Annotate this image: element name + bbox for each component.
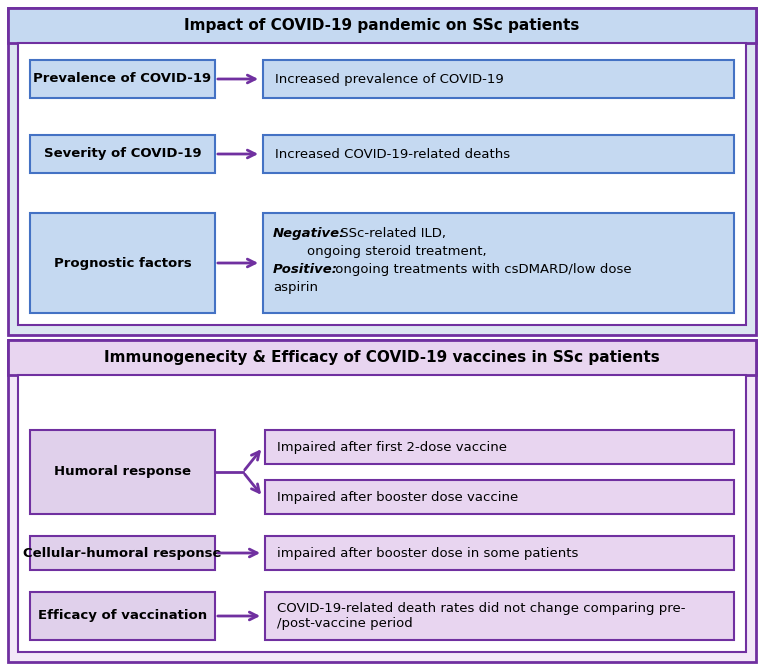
Text: ongoing treatments with csDMARD/low dose: ongoing treatments with csDMARD/low dose [331, 263, 632, 276]
Bar [263, 60, 734, 98]
Bar [30, 430, 215, 514]
Bar [263, 213, 734, 313]
Text: Negative:: Negative: [273, 227, 345, 240]
Bar [265, 430, 734, 464]
Bar [8, 340, 756, 662]
Text: Efficacy of vaccination: Efficacy of vaccination [38, 610, 207, 622]
Bar [265, 480, 734, 514]
Bar [30, 592, 215, 640]
Bar [8, 340, 756, 375]
Text: Immunogenecity & Efficacy of COVID-19 vaccines in SSc patients: Immunogenecity & Efficacy of COVID-19 va… [104, 350, 660, 365]
Text: Positive:: Positive: [273, 263, 338, 276]
Text: Cellular-humoral response: Cellular-humoral response [23, 547, 222, 559]
Text: Increased COVID-19-related deaths: Increased COVID-19-related deaths [275, 147, 510, 161]
Text: ongoing steroid treatment,: ongoing steroid treatment, [273, 245, 487, 258]
Text: Impaired after first 2-dose vaccine: Impaired after first 2-dose vaccine [277, 440, 507, 454]
Bar [30, 213, 215, 313]
Text: Prognostic factors: Prognostic factors [53, 257, 191, 269]
Text: COVID-19-related death rates did not change comparing pre-
/post-vaccine period: COVID-19-related death rates did not cha… [277, 602, 685, 630]
Bar [8, 8, 756, 43]
Bar [18, 375, 746, 652]
Bar [30, 60, 215, 98]
Bar [8, 8, 756, 335]
Text: Impact of COVID-19 pandemic on SSc patients: Impact of COVID-19 pandemic on SSc patie… [184, 18, 580, 33]
Bar [265, 536, 734, 570]
Bar [263, 135, 734, 173]
Text: Impaired after booster dose vaccine: Impaired after booster dose vaccine [277, 490, 518, 503]
Text: SSc-related ILD,: SSc-related ILD, [336, 227, 446, 240]
Bar [30, 536, 215, 570]
Text: aspirin: aspirin [273, 281, 318, 294]
Bar [18, 43, 746, 325]
Text: Severity of COVID-19: Severity of COVID-19 [44, 147, 201, 161]
Bar [30, 135, 215, 173]
Text: impaired after booster dose in some patients: impaired after booster dose in some pati… [277, 547, 578, 559]
Text: Prevalence of COVID-19: Prevalence of COVID-19 [34, 72, 212, 86]
Bar [265, 592, 734, 640]
Text: Increased prevalence of COVID-19: Increased prevalence of COVID-19 [275, 72, 503, 86]
Text: Humoral response: Humoral response [54, 466, 191, 478]
